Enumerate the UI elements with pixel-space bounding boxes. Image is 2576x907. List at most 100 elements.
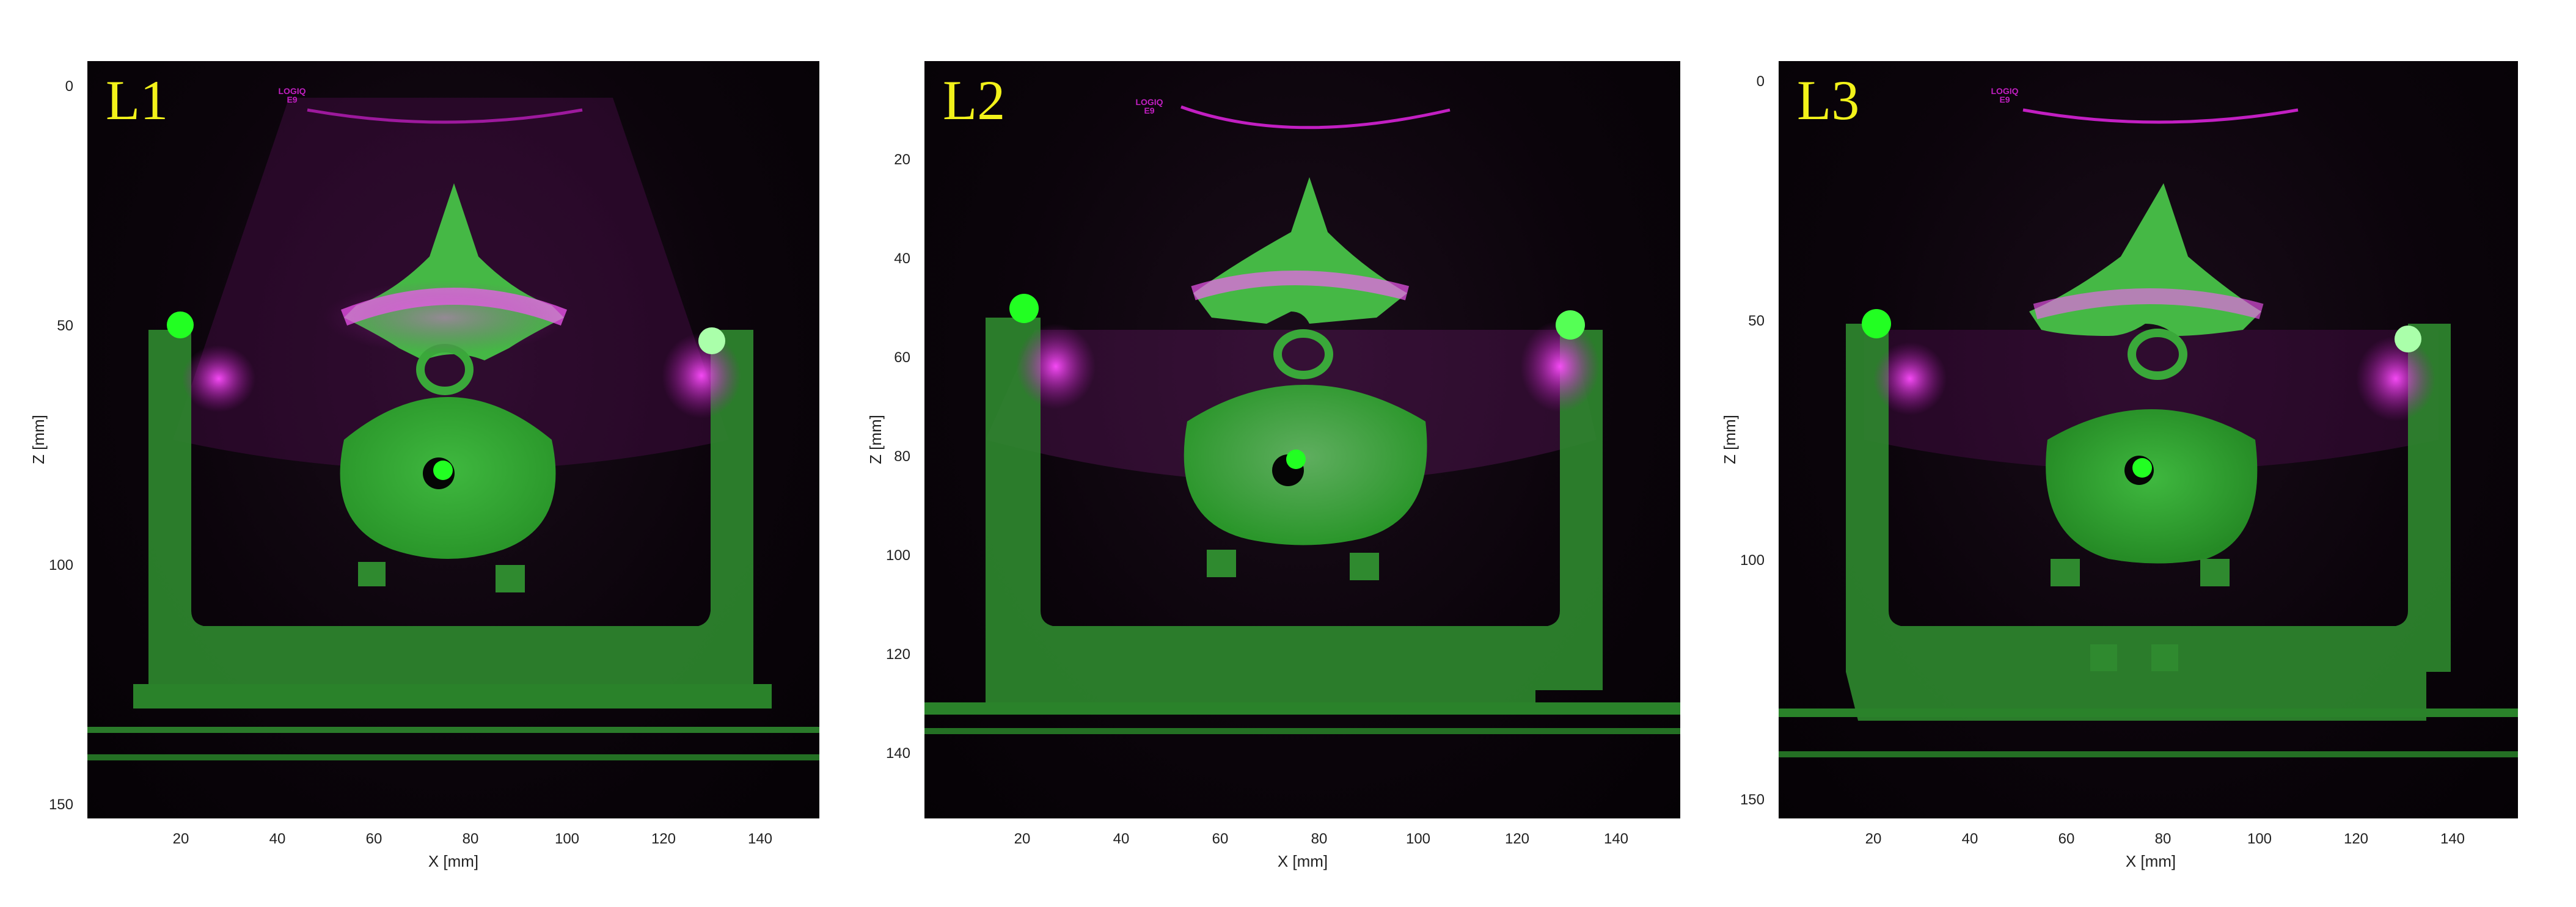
vertebra-ultrasound-echo [2033,288,2264,319]
block-right [496,565,525,592]
x-tick-label: 60 [2058,831,2075,847]
x-tick-label: 140 [2440,831,2465,847]
x-tick-label: 120 [651,831,676,847]
y-tick-label: 50 [1748,313,1765,329]
fiducial-marker-center [2132,458,2152,478]
x-tick-label: 100 [554,831,580,847]
y-tick-label: 0 [1756,73,1765,90]
table-rail-1 [87,727,819,733]
x-tick-label: 120 [1504,831,1530,847]
x-axis-label: X [mm] [1277,852,1328,870]
x-tick-label: 100 [1405,831,1431,847]
fiducial-marker-right [698,327,725,354]
logo: LOGIQ E9 [1135,97,1163,115]
y-tick-label: 60 [894,349,910,366]
y-tick-label: 80 [894,448,910,465]
ultrasound-reflection-right [662,333,741,418]
phantom-base [924,702,1680,715]
x-tick-label: 60 [1212,831,1229,847]
fiducial-marker-left [1862,309,1891,338]
y-axis-label: Z [mm] [1721,415,1739,464]
y-tick-label: 100 [48,557,73,574]
panel-l2-image: L2 LOGIQ E9 [924,61,1680,818]
y-tick-label: 50 [57,318,73,334]
panel-l1-image: L1 LOGIQ E9 [87,61,819,818]
y-tick-label: 20 [894,151,910,168]
y-tick-label: 40 [894,250,910,267]
panel-l3-image: L3 LOGIQ E9 [1779,61,2518,818]
ultrasound-fan [1864,330,2439,470]
vertebral-body [2046,409,2258,564]
ultrasound-arc [1180,105,1451,129]
fused-ct-ultrasound-image [1779,108,2518,757]
spinal-canal [1273,329,1333,379]
x-tick-label: 40 [269,831,286,847]
block-lower-right [2151,644,2178,671]
x-tick-label: 100 [2247,831,2272,847]
phantom-frame [986,318,1603,708]
phantom-frame [148,330,753,696]
table-rail-2 [87,754,819,760]
x-tick-label: 140 [747,831,773,847]
logo: LOGIQ E9 [278,86,306,104]
block-left [1207,550,1236,577]
vertebra [1193,177,1407,324]
x-tick-label: 80 [2154,831,2172,847]
x-axis-label: X [mm] [428,852,479,870]
x-tick-label: 120 [2343,831,2369,847]
fused-ct-ultrasound-image [87,98,819,760]
spinal-canal [2128,329,2187,380]
vertebral-body [1184,385,1427,545]
fiducial-marker-left [1009,294,1039,323]
x-tick-label: 140 [1603,831,1629,847]
table-rail-1 [1779,708,2518,717]
ultrasound-reflection-top [323,281,567,354]
y-axis-label: Z [mm] [866,415,885,464]
y-tick-label: 150 [1740,792,1765,808]
block-left [2051,559,2080,586]
y-tick-label: 140 [885,745,910,762]
y-tick-label: 120 [885,646,910,663]
x-tick-label: 20 [172,831,189,847]
table-rail-2 [1779,751,2518,757]
logo: LOGIQ E9 [1991,86,2019,104]
phantom-base [133,684,772,708]
phantom-frame [1846,324,2451,721]
fused-ct-ultrasound-image [924,105,1680,734]
x-tick-label: 80 [462,831,479,847]
vertebra [2029,183,2261,336]
vertebra-ultrasound-echo [1191,271,1410,301]
fiducial-marker-right [1556,310,1585,340]
x-tick-label: 20 [1865,831,1882,847]
x-tick-label: 20 [1014,831,1031,847]
y-tick-label: 100 [885,547,910,564]
fiducial-marker-right [2395,326,2421,352]
x-tick-label: 80 [1311,831,1328,847]
ultrasound-arc [2022,108,2299,124]
fiducial-marker-center [1286,450,1306,469]
y-tick-label: 100 [1740,552,1765,569]
ultrasound-arc [307,108,583,124]
ultrasound-reflection-left [1873,342,1947,415]
x-axis-label: X [mm] [2125,852,2176,870]
ultrasound-reflection-right [1520,321,1600,412]
ultrasound-reflection-right [2356,336,2435,421]
y-tick-label: 150 [48,796,73,813]
ultrasound-reflection-left [182,345,255,412]
block-right [2200,559,2230,586]
block-right [1350,553,1379,580]
fiducial-marker-left [167,311,194,338]
x-tick-label: 40 [1961,831,1978,847]
y-axis-label: Z [mm] [29,415,48,464]
fiducial-marker-center [433,461,453,480]
y-tick-label: 0 [65,78,73,95]
block-left [358,562,386,586]
panel-label: L2 [943,69,1006,131]
block-lower-left [2090,644,2117,671]
x-tick-label: 40 [1113,831,1130,847]
x-tick-label: 60 [365,831,382,847]
panel-label: L1 [106,69,169,131]
panel-label: L3 [1797,69,1860,131]
table-rail [924,728,1680,734]
ultrasound-reflection-left [1016,324,1096,409]
